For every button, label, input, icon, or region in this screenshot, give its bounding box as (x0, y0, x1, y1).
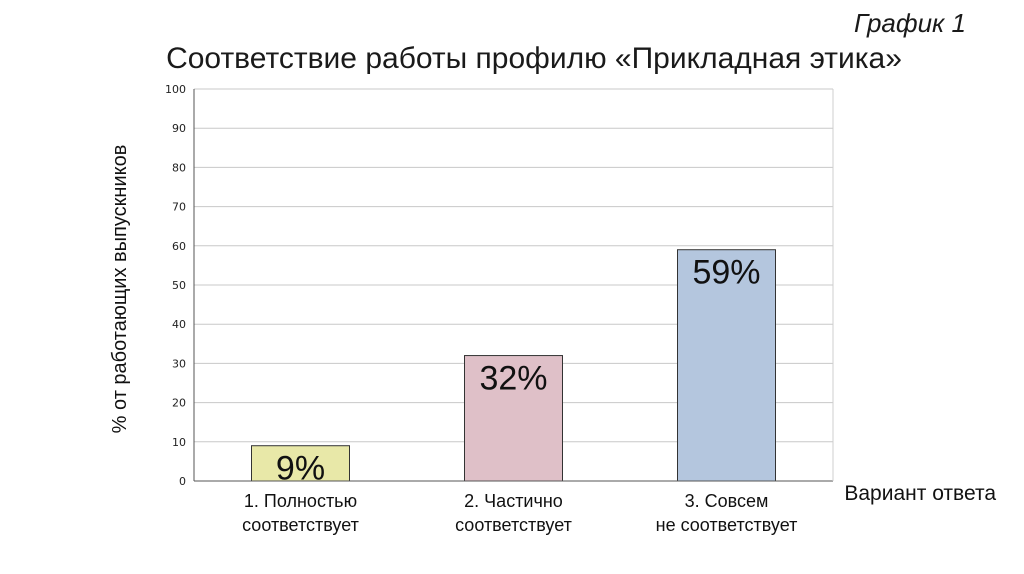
y-tick-label: 10 (172, 436, 186, 449)
graph-number: График 1 (853, 8, 966, 38)
y-tick-label: 70 (172, 201, 186, 214)
chart-title: Соответствие работы профилю «Прикладная … (166, 42, 902, 75)
y-tick-label: 50 (172, 279, 186, 292)
bar-3 (677, 249, 776, 482)
category-label-2: 2. Частично (464, 491, 563, 511)
y-tick-label: 90 (172, 122, 186, 135)
bar-2 (464, 355, 563, 482)
axes (193, 89, 834, 482)
y-axis-ticks: 0 10 20 30 40 50 60 70 80 90 100 (165, 83, 186, 488)
data-labels: 9% 32% 59% (276, 254, 761, 488)
category-labels: 1. Полностью соответствует 2. Частично соот… (242, 491, 797, 535)
y-tick-label: 30 (172, 357, 186, 370)
data-label-1: 9% (276, 450, 325, 488)
bars (251, 249, 776, 482)
y-tick-label: 40 (172, 318, 186, 331)
y-axis-label: % от работающих выпускников (109, 145, 131, 434)
category-label-3: не соответствует (656, 515, 798, 535)
y-tick-label: 60 (172, 240, 186, 253)
data-label-2: 32% (479, 360, 547, 398)
x-axis-label: Вариант ответа (844, 482, 996, 505)
category-label-1: соответствует (242, 515, 359, 535)
category-label-2: соответствует (455, 515, 572, 535)
y-tick-label: 0 (179, 475, 186, 488)
category-label-1: 1. Полностью (244, 491, 357, 511)
data-label-3: 59% (692, 254, 760, 292)
y-tick-label: 100 (165, 83, 186, 96)
y-tick-label: 80 (172, 161, 186, 174)
bar-1 (251, 445, 350, 482)
y-tick-label: 20 (172, 397, 186, 410)
category-label-3: 3. Совсем (685, 491, 769, 511)
